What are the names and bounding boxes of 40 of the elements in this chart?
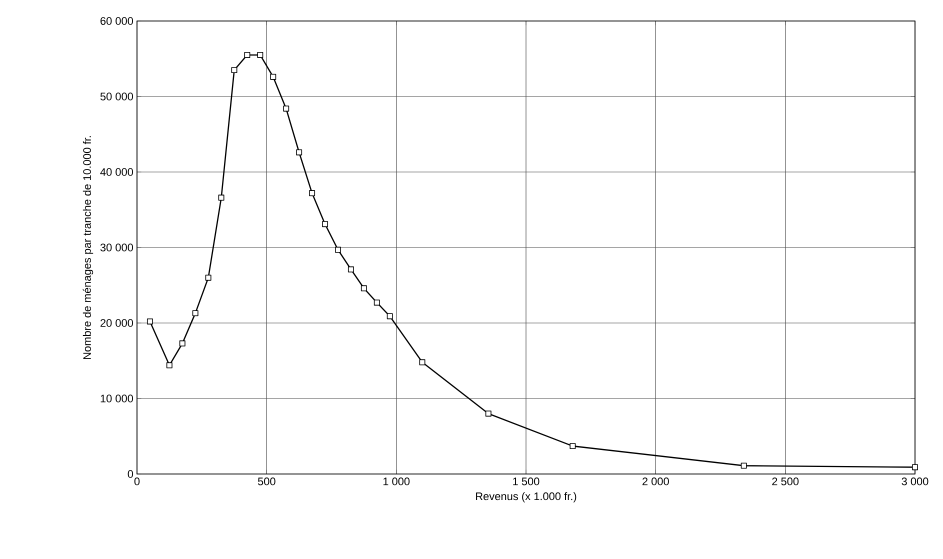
y-tick-label: 30 000 xyxy=(100,244,134,252)
point xyxy=(257,52,264,58)
point xyxy=(570,443,576,450)
x-tick-label: 2 000 xyxy=(642,478,669,486)
point xyxy=(335,246,341,253)
x-tick-label: 500 xyxy=(258,478,276,486)
y-tick-label: 0 xyxy=(128,470,134,478)
point xyxy=(296,149,302,156)
y-tick-label: 60 000 xyxy=(100,17,134,25)
point xyxy=(374,300,380,306)
x-tick-label: 0 xyxy=(134,478,140,486)
point xyxy=(348,266,354,272)
point xyxy=(309,190,316,196)
x-tick-label: 3 000 xyxy=(902,478,928,486)
point xyxy=(740,462,747,469)
y-tick-label: 40 000 xyxy=(100,168,134,176)
point xyxy=(146,318,153,324)
point xyxy=(205,274,212,281)
point xyxy=(419,359,426,366)
x-tick-label: 1 500 xyxy=(513,478,540,486)
point xyxy=(322,221,328,228)
point xyxy=(244,52,250,58)
point xyxy=(166,362,172,368)
point xyxy=(192,310,198,316)
y-tick-label: 10 000 xyxy=(100,394,134,402)
point xyxy=(386,313,393,320)
x-tick-label: 2 500 xyxy=(772,478,799,486)
point xyxy=(485,410,492,417)
y-axis-title: Nombre de ménages par tranche de 10.000 fr. xyxy=(82,136,94,359)
point xyxy=(179,340,186,346)
point xyxy=(231,67,238,74)
point xyxy=(912,464,918,470)
point xyxy=(283,106,290,112)
point xyxy=(270,74,276,80)
x-tick-label: 1 000 xyxy=(383,478,410,486)
point xyxy=(360,285,367,292)
x-axis-title: Revenus (x 1.000 fr.) xyxy=(476,492,576,502)
point xyxy=(218,194,224,201)
y-tick-label: 50 000 xyxy=(100,92,134,100)
y-tick-label: 20 000 xyxy=(100,319,134,327)
